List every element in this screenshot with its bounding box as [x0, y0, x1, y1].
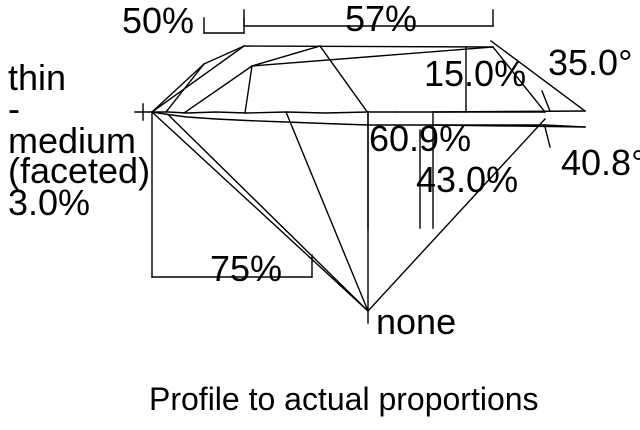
svg-text:43.0%: 43.0% — [416, 159, 518, 200]
svg-text:50%: 50% — [122, 0, 194, 41]
svg-text:60.9%: 60.9% — [369, 118, 471, 159]
svg-text:15.0%: 15.0% — [424, 53, 526, 94]
svg-text:3.0%: 3.0% — [8, 182, 90, 223]
svg-text:40.8°: 40.8° — [561, 142, 640, 183]
svg-text:35.0°: 35.0° — [548, 42, 632, 83]
svg-text:Profile to actual proportions: Profile to actual proportions — [149, 381, 539, 417]
svg-text:none: none — [376, 301, 456, 342]
svg-text:57%: 57% — [345, 0, 417, 39]
svg-text:75%: 75% — [210, 248, 282, 289]
